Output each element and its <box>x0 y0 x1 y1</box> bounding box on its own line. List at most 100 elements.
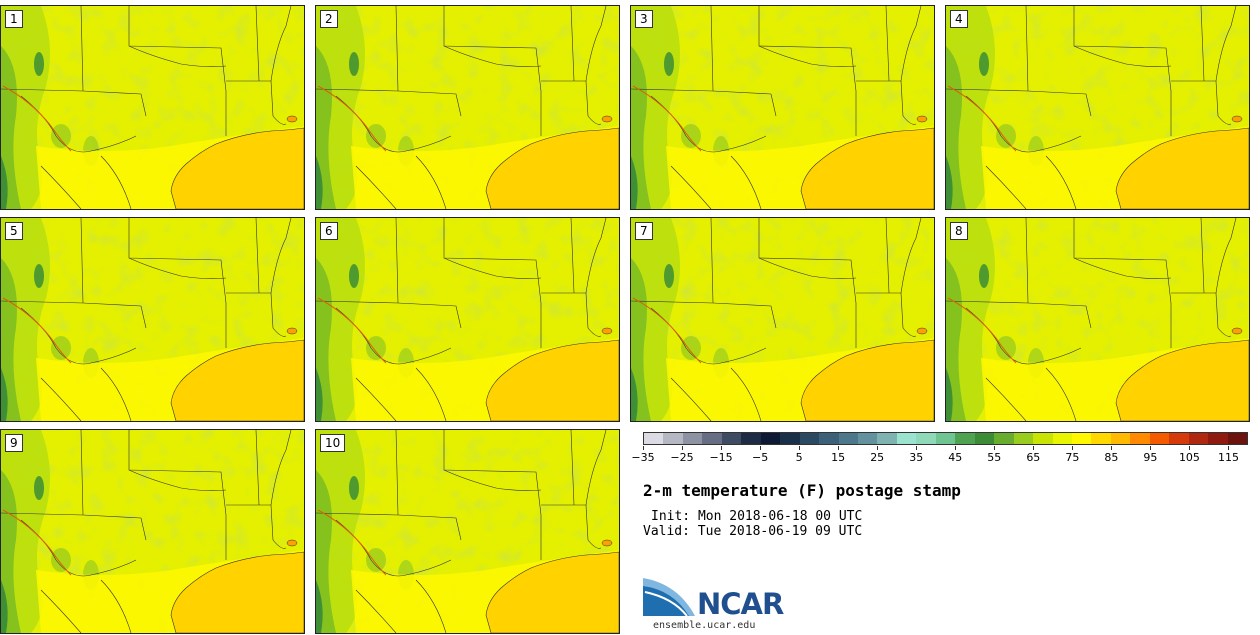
colorbar-tick <box>994 446 996 450</box>
colorbar-swatch <box>741 433 761 444</box>
ensemble-member-label: 1 <box>5 10 23 28</box>
colorbar-swatch <box>1149 433 1170 444</box>
colorbar-tick-label: 55 <box>987 451 1002 464</box>
colorbar-tick <box>760 446 762 450</box>
colorbar-swatch <box>857 433 878 444</box>
colorbar-swatch <box>877 433 897 444</box>
colorbar-swatch <box>644 433 664 444</box>
colorbar-swatch <box>1110 433 1131 444</box>
colorbar-tick <box>643 446 644 450</box>
colorbar <box>643 432 1248 445</box>
ncar-logo-icon <box>643 578 695 617</box>
colorbar-tick <box>721 446 723 450</box>
colorbar-tick <box>877 446 879 450</box>
colorbar-tick-label: 25 <box>870 451 885 464</box>
ensemble-member-label: 4 <box>950 10 968 28</box>
colorbar-tick-label: 35 <box>909 451 924 464</box>
colorbar-swatch <box>1013 433 1034 444</box>
colorbar-tick-label: 105 <box>1178 451 1200 464</box>
temperature-map <box>316 218 619 421</box>
init-time: Init: Mon 2018-06-18 00 UTC <box>651 509 863 524</box>
colorbar-swatch <box>1130 433 1150 444</box>
map-panel-10: 10 <box>315 429 620 634</box>
colorbar-tick <box>916 446 918 450</box>
colorbar-tick-label: 115 <box>1217 451 1239 464</box>
colorbar-tick-label: −35 <box>631 451 655 464</box>
colorbar-tick-label: 95 <box>1143 451 1158 464</box>
temperature-map <box>946 218 1249 421</box>
colorbar-tick <box>799 446 801 450</box>
colorbar-tick-label: 45 <box>948 451 963 464</box>
map-panel-5: 5 <box>0 217 305 422</box>
colorbar-swatch <box>1169 433 1189 444</box>
colorbar-swatch <box>994 433 1014 444</box>
colorbar-swatch <box>819 433 839 444</box>
map-panel-4: 4 <box>945 5 1250 210</box>
temperature-map <box>1 218 304 421</box>
colorbar-tick <box>1189 446 1191 450</box>
colorbar-tick <box>1228 446 1230 450</box>
map-panel-9: 9 <box>0 429 305 634</box>
colorbar-swatch <box>702 433 722 444</box>
colorbar-swatch <box>974 433 995 444</box>
colorbar-swatch <box>799 433 820 444</box>
ensemble-member-label: 10 <box>320 434 346 452</box>
colorbar-tick-label: 5 <box>795 451 803 464</box>
ensemble-member-label: 7 <box>635 222 653 240</box>
ncar-logo-text: NCAR <box>697 587 784 621</box>
ensemble-member-label: 2 <box>320 10 338 28</box>
colorbar-tick-label: 85 <box>1104 451 1119 464</box>
colorbar-swatch <box>838 433 858 444</box>
colorbar-swatch <box>1208 433 1228 444</box>
temperature-map <box>316 430 619 633</box>
colorbar-swatch <box>955 433 975 444</box>
colorbar-swatch <box>1052 433 1072 444</box>
map-panel-7: 7 <box>630 217 935 422</box>
colorbar-tick <box>1111 446 1113 450</box>
colorbar-swatch <box>760 433 781 444</box>
colorbar-swatch <box>1091 433 1111 444</box>
temperature-map <box>631 6 934 209</box>
colorbar-tick-label: −25 <box>670 451 694 464</box>
map-panel-3: 3 <box>630 5 935 210</box>
colorbar-swatch <box>721 433 742 444</box>
colorbar-swatch <box>1071 433 1092 444</box>
temperature-map <box>316 6 619 209</box>
ensemble-member-label: 9 <box>5 434 23 452</box>
colorbar-tick <box>1072 446 1074 450</box>
colorbar-ticks: −35 −25 −15 −5 5 15 25 35 45 55 65 75 85 95 105 115 <box>631 446 1248 468</box>
colorbar-tick-label: −15 <box>709 451 733 464</box>
colorbar-tick-label: 65 <box>1026 451 1041 464</box>
colorbar-swatch <box>1227 433 1248 444</box>
ensemble-url[interactable]: ensemble.ucar.edu <box>653 620 756 631</box>
valid-time: Valid: Tue 2018-06-19 09 UTC <box>643 524 863 539</box>
colorbar-tick <box>838 446 840 450</box>
map-panel-2: 2 <box>315 5 620 210</box>
colorbar-tick-label: −5 <box>751 451 769 464</box>
colorbar-swatch <box>682 433 703 444</box>
colorbar-tick <box>682 446 684 450</box>
ensemble-member-label: 8 <box>950 222 968 240</box>
colorbar-swatch <box>1033 433 1053 444</box>
colorbar-tick <box>1033 446 1035 450</box>
map-panel-6: 6 <box>315 217 620 422</box>
colorbar-swatch <box>663 433 683 444</box>
map-panel-1: 1 <box>0 5 305 210</box>
ensemble-member-label: 3 <box>635 10 653 28</box>
colorbar-swatch <box>896 433 917 444</box>
ensemble-member-label: 5 <box>5 222 23 240</box>
colorbar-tick-label: 75 <box>1065 451 1080 464</box>
colorbar-tick <box>955 446 957 450</box>
temperature-map <box>631 218 934 421</box>
ensemble-member-label: 6 <box>320 222 338 240</box>
colorbar-swatch <box>935 433 956 444</box>
temperature-map <box>946 6 1249 209</box>
colorbar-tick <box>1150 446 1152 450</box>
temperature-map <box>1 6 304 209</box>
colorbar-tick-label: 15 <box>831 451 846 464</box>
colorbar-swatch <box>916 433 936 444</box>
colorbar-swatch <box>780 433 800 444</box>
plot-title: 2-m temperature (F) postage stamp <box>643 481 961 500</box>
map-panel-8: 8 <box>945 217 1250 422</box>
colorbar-swatch <box>1188 433 1209 444</box>
